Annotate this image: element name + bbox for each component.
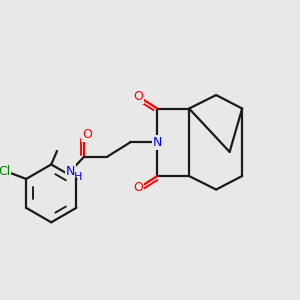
Text: N: N bbox=[153, 136, 162, 149]
Text: Cl: Cl bbox=[0, 165, 10, 178]
Text: H: H bbox=[74, 172, 82, 182]
Text: N: N bbox=[66, 165, 75, 178]
Text: O: O bbox=[133, 181, 143, 194]
Text: O: O bbox=[82, 128, 92, 141]
Text: O: O bbox=[133, 91, 143, 103]
